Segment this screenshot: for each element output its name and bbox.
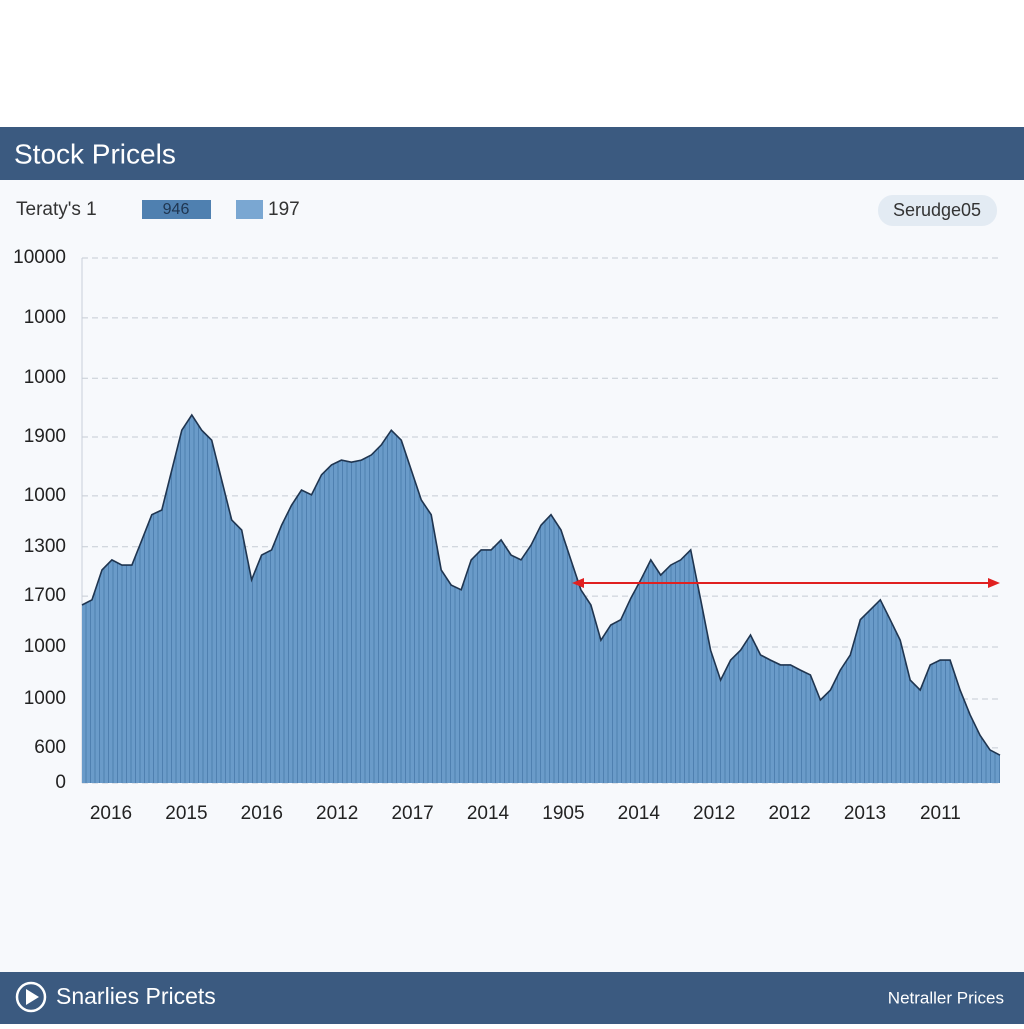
y-tick-label: 10000: [13, 247, 66, 268]
play-icon-triangle[interactable]: [26, 989, 39, 1005]
arrow-head: [572, 578, 584, 588]
footer-left: Snarlies Pricets: [56, 983, 216, 1009]
legend-label: Teraty's 1: [16, 199, 97, 220]
area: [82, 415, 1000, 783]
header-bar: [0, 127, 1024, 180]
x-tick-label: 2015: [165, 803, 207, 824]
x-tick-label: 2016: [241, 803, 283, 824]
y-tick-label: 1900: [24, 426, 66, 447]
x-tick-label: 2017: [391, 803, 433, 824]
legend-item: 946: [163, 201, 190, 218]
x-tick-label: 2014: [467, 803, 510, 824]
title: Stock Pricels: [14, 138, 176, 169]
button-label[interactable]: Serudge05: [893, 200, 981, 220]
footer-bar: [0, 972, 1024, 1024]
legend-swatch: [236, 200, 263, 219]
x-tick-label: 2013: [844, 803, 886, 824]
x-tick-label: 2012: [768, 803, 810, 824]
x-tick-label: 2012: [316, 803, 358, 824]
footer-right: Netraller Prices: [888, 988, 1004, 1007]
y-tick-label: 1000: [24, 636, 66, 657]
y-tick-label: 1000: [24, 688, 66, 709]
line: [81, 413, 1001, 756]
button[interactable]: [878, 195, 997, 226]
y-tick-label: 1000: [24, 485, 66, 506]
y-tick-label: 1000: [24, 307, 66, 328]
arrow-head: [988, 578, 1000, 588]
x-tick-label: 2011: [920, 803, 961, 824]
y-tick-label: 1000: [24, 367, 66, 388]
legend-item: 197: [268, 199, 300, 220]
plot: 10000 1000 1000 1900 1000 1300 1700 1000 1000 600…: [13, 247, 1001, 824]
legend-swatch: [142, 200, 211, 219]
x-tick-label: 2016: [90, 803, 132, 824]
y-tick-label: 1700: [24, 585, 66, 606]
x-tick-label: 2014: [618, 803, 661, 824]
y-tick-label: 1300: [24, 536, 66, 557]
x-tick-label: 1905: [542, 803, 584, 824]
x-tick-label: 2012: [693, 803, 735, 824]
play-icon[interactable]: [15, 981, 47, 1013]
y-tick-label: 600: [34, 737, 66, 758]
y-tick-label: 0: [55, 772, 66, 793]
